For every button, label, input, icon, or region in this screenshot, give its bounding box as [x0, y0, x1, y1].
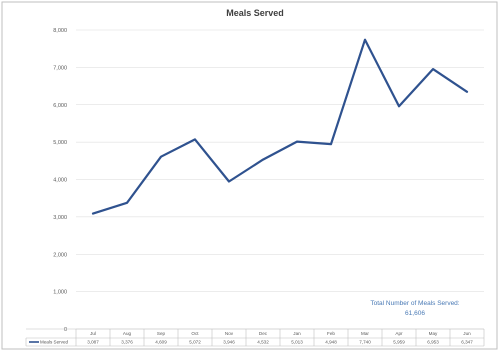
y-tick-label: 4,000 [53, 178, 67, 184]
data-table: Jul 3,087 Aug 3,376 Sep 4,609 Oct 5,072 Nov 3,946… [25, 328, 485, 347]
data-label: 3,087 [87, 340, 99, 345]
data-label: 3,946 [223, 340, 235, 345]
data-label: 6,953 [427, 340, 439, 345]
total-annotation-value: 61,606 [405, 310, 425, 317]
total-annotation-line1: Total Number of Meals Served: [370, 300, 459, 307]
data-label: 5,013 [291, 340, 303, 345]
x-tick-label: Feb [327, 331, 335, 336]
x-tick-label: Oct [191, 331, 199, 336]
legend-label: Meals Served [40, 340, 69, 345]
data-label: 7,740 [359, 340, 371, 345]
data-label: 3,376 [121, 340, 133, 345]
y-tick-label: 5,000 [53, 140, 67, 146]
x-tick-label: Nov [225, 331, 234, 336]
data-label: 5,072 [189, 340, 201, 345]
x-tick-label: Dec [259, 331, 268, 336]
x-tick-label: Jun [463, 331, 471, 336]
x-tick-label: Jan [293, 331, 301, 336]
y-tick-label: 7,000 [53, 65, 67, 71]
series-line-meals-served [91, 38, 469, 215]
data-label: 5,959 [393, 340, 405, 345]
y-tick-label: 1,000 [53, 290, 67, 296]
x-tick-label: Mar [361, 331, 369, 336]
y-tick-label: 8,000 [53, 28, 67, 34]
y-tick-label: 0 [64, 327, 67, 333]
series-line-group [91, 38, 469, 215]
x-tick-label: Jul [90, 331, 96, 336]
y-axis-ticks: 0 1,000 2,000 3,000 4,000 5,000 6,000 7,000 8,00… [53, 28, 67, 333]
x-tick-label: Sep [157, 331, 166, 336]
x-tick-label: Apr [395, 331, 403, 336]
data-label: 6,347 [461, 340, 473, 345]
x-tick-label: Aug [123, 331, 132, 336]
x-tick-label: May [429, 331, 438, 336]
chart-title: Meals Served [226, 8, 284, 18]
data-label: 4,532 [257, 340, 269, 345]
y-tick-label: 3,000 [53, 215, 67, 221]
data-label: 4,609 [155, 340, 167, 345]
y-tick-label: 6,000 [53, 103, 67, 109]
data-label: 4,948 [325, 340, 337, 345]
y-tick-label: 2,000 [53, 252, 67, 258]
